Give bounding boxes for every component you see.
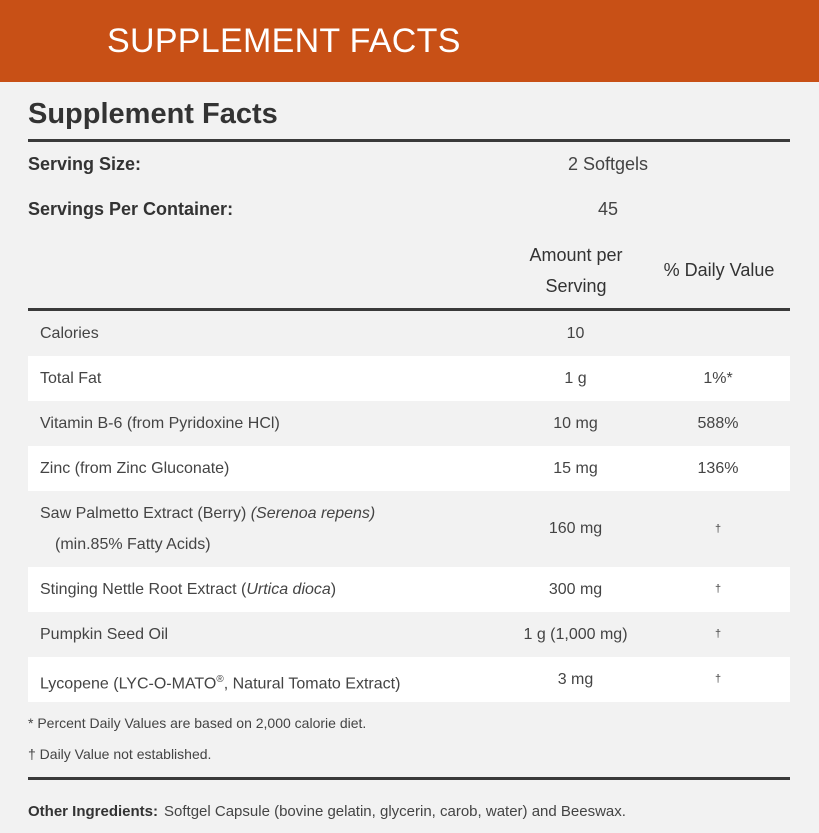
serving-size-row: Serving Size: 2 Softgels [28, 154, 790, 184]
nutrient-dv: 136% [697, 460, 739, 477]
servings-per-container-row: Servings Per Container: 45 [28, 199, 790, 229]
nutrient-name: Calories [40, 325, 99, 342]
other-ingredients-label: Other Ingredients: [28, 803, 159, 820]
name-text: Saw Palmetto Extract (Berry) [40, 505, 251, 522]
serving-size-value: 2 Softgels [567, 154, 649, 174]
header-divider [28, 308, 790, 311]
table-row-total-fat: Total Fat 1 g 1%* [28, 356, 790, 401]
nutrient-amount: 10 mg [553, 415, 598, 432]
nutrient-name: Vitamin B-6 (from Pyridoxine HCl) [40, 415, 280, 432]
table-row-zinc: Zinc (from Zinc Gluconate) 15 mg 136% [28, 446, 790, 491]
table-row-calories: Calories 10 [28, 311, 790, 356]
serving-size-label: Serving Size: [28, 154, 142, 174]
nutrient-amount: 300 mg [548, 581, 603, 598]
footnote-daily-values: * Percent Daily Values are based on 2,00… [28, 715, 367, 731]
registered-mark: ® [216, 674, 224, 685]
nutrient-dv: † [714, 673, 722, 685]
title-divider [28, 139, 790, 142]
nutrient-name: Stinging Nettle Root Extract (Urtica dio… [40, 567, 336, 612]
nutrient-name: Pumpkin Seed Oil [40, 626, 169, 643]
servings-per-container-label: Servings Per Container: [28, 199, 234, 219]
table-row-pumpkin-seed-oil: Pumpkin Seed Oil 1 g (1,000 mg) † [28, 612, 790, 657]
table-row-vitamin-b6: Vitamin B-6 (from Pyridoxine HCl) 10 mg … [28, 401, 790, 446]
name-italic: Urtica dioca [246, 581, 331, 598]
banner-title: SUPPLEMENT FACTS [107, 22, 461, 60]
daily-value-header: % Daily Value [663, 260, 775, 280]
nutrient-dv: 1%* [703, 370, 733, 387]
table-row-saw-palmetto: Saw Palmetto Extract (Berry) (Serenoa re… [28, 491, 790, 567]
nutrient-amount: 1 g [564, 370, 587, 387]
servings-per-container-value: 45 [597, 199, 619, 219]
nutrient-amount: 160 mg [548, 520, 603, 537]
nutrient-dv: † [714, 583, 722, 595]
nutrient-dv: † [714, 628, 722, 640]
other-ingredients: Other Ingredients: Softgel Capsule (bovin… [28, 803, 626, 820]
name-italic: (Serenoa repens) [250, 505, 376, 522]
name-text: Stinging Nettle Root Extract ( [40, 581, 247, 598]
panel-title: Supplement Facts [28, 98, 278, 130]
footnote-not-established: † Daily Value not established. [28, 746, 212, 762]
amount-header-line2: Serving [545, 276, 607, 296]
nutrient-dv: † [714, 523, 722, 535]
nutrient-name: Lycopene (LYC-O-MATO®, Natural Tomato Ex… [40, 657, 400, 706]
nutrient-amount: 10 [566, 325, 585, 342]
nutrient-amount: 1 g (1,000 mg) [523, 626, 628, 643]
name-subline: (min.85% Fatty Acids) [55, 536, 211, 553]
amount-header-line1: Amount per [529, 245, 623, 265]
nutrient-name: Saw Palmetto Extract (Berry) (Serenoa re… [40, 498, 375, 560]
table-row-stinging-nettle: Stinging Nettle Root Extract (Urtica dio… [28, 567, 790, 612]
name-text: Lycopene (LYC-O-MATO [40, 675, 217, 693]
name-end: , Natural Tomato Extract) [223, 675, 401, 693]
amount-per-serving-header: Amount per Serving [500, 240, 652, 302]
nutrient-dv: 588% [697, 415, 739, 432]
nutrient-name: Total Fat [40, 370, 102, 387]
nutrient-amount: 3 mg [557, 671, 594, 688]
nutrient-amount: 15 mg [553, 460, 598, 477]
table-row-lycopene: Lycopene (LYC-O-MATO®, Natural Tomato Ex… [28, 657, 790, 702]
nutrient-name: Zinc (from Zinc Gluconate) [40, 460, 230, 477]
page-banner: SUPPLEMENT FACTS [0, 0, 819, 82]
name-end: ) [330, 581, 337, 598]
other-ingredients-value: Softgel Capsule (bovine gelatin, glyceri… [164, 803, 626, 820]
footer-divider [28, 777, 790, 780]
